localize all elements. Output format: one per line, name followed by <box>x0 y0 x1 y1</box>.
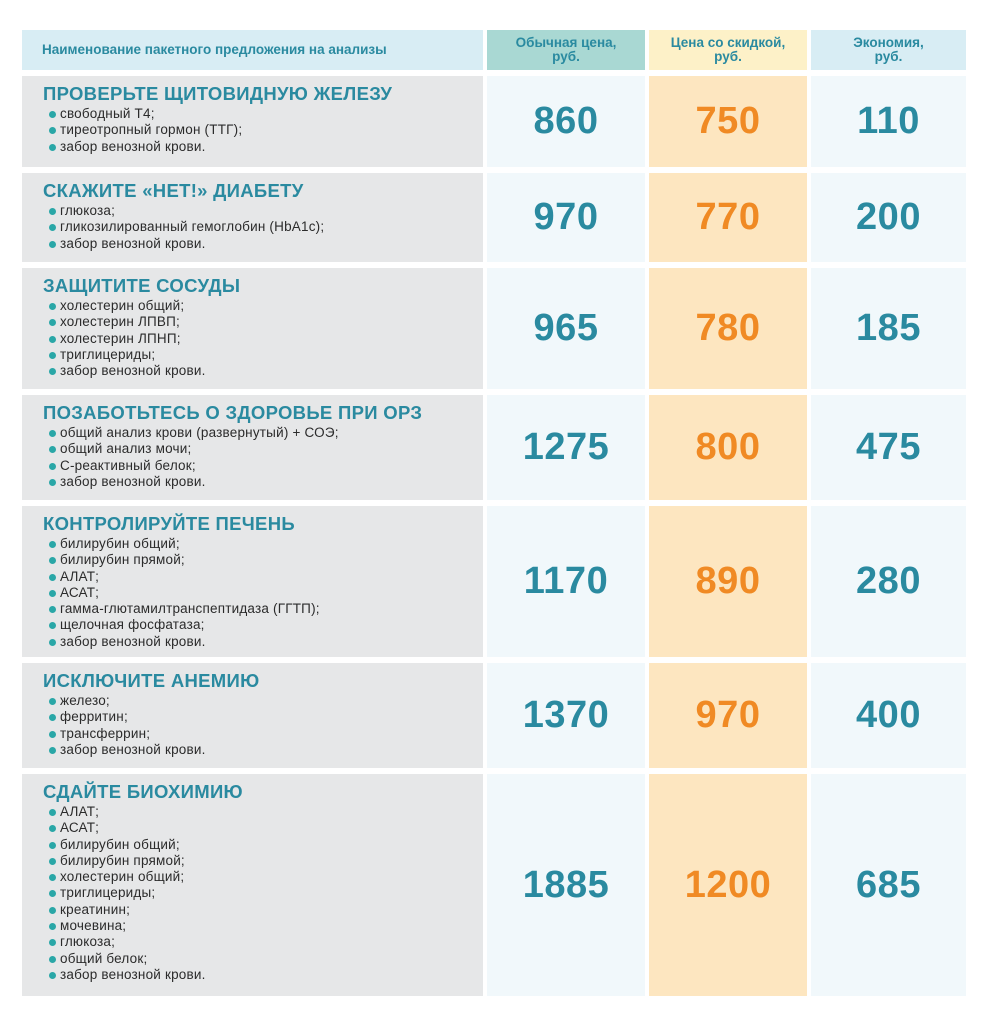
package-title: СКАЖИТЕ «НЕТ!» ДИАБЕТУ <box>43 180 304 201</box>
savings: 280 <box>811 506 966 657</box>
list-item: глюкоза; <box>43 934 483 950</box>
list-item: холестерин общий; <box>43 298 483 314</box>
header-discount-label: Цена со скидкой, руб. <box>670 35 786 64</box>
package-name-cell: КОНТРОЛИРУЙТЕ ПЕЧЕНЬ билирубин общий; би… <box>22 506 483 657</box>
regular-price: 965 <box>487 268 645 389</box>
header-savings: Экономия, руб. <box>811 30 966 70</box>
list-item: свободный Т4; <box>43 106 483 122</box>
package-row-thyroid: ПРОВЕРЬТЕ ЩИТОВИДНУЮ ЖЕЛЕЗУ свободный Т4… <box>22 76 966 167</box>
regular-price: 1275 <box>487 395 645 500</box>
list-item: щелочная фосфатаза; <box>43 617 483 633</box>
package-name-cell: ЗАЩИТИТЕ СОСУДЫ холестерин общий; холест… <box>22 268 483 389</box>
package-name-cell: СКАЖИТЕ «НЕТ!» ДИАБЕТУ глюкоза; гликозил… <box>22 173 483 262</box>
list-item: забор венозной крови. <box>43 139 483 155</box>
list-item: АСАТ; <box>43 820 483 836</box>
header-name-label: Наименование пакетного предложения на ан… <box>42 42 387 57</box>
package-items: железо; ферритин; трансферрин; забор вен… <box>43 693 483 758</box>
list-item: общий анализ мочи; <box>43 441 483 457</box>
package-row-anemia: ИСКЛЮЧИТЕ АНЕМИЮ железо; ферритин; транс… <box>22 663 966 768</box>
discount-price: 800 <box>649 395 807 500</box>
savings: 400 <box>811 663 966 768</box>
header-price: Обычная цена, руб. <box>487 30 645 70</box>
list-item: тиреотропный гормон (ТТГ); <box>43 122 483 138</box>
package-items: общий анализ крови (развернутый) + СОЭ; … <box>43 425 483 490</box>
list-item: холестерин общий; <box>43 869 483 885</box>
savings: 110 <box>811 76 966 167</box>
list-item: мочевина; <box>43 918 483 934</box>
package-name-cell: ИСКЛЮЧИТЕ АНЕМИЮ железо; ферритин; транс… <box>22 663 483 768</box>
list-item: триглицериды; <box>43 885 483 901</box>
header-price-label: Обычная цена, руб. <box>515 35 617 64</box>
header-discount: Цена со скидкой, руб. <box>649 30 807 70</box>
savings: 685 <box>811 774 966 996</box>
package-name-cell: ПРОВЕРЬТЕ ЩИТОВИДНУЮ ЖЕЛЕЗУ свободный Т4… <box>22 76 483 167</box>
list-item: креатинин; <box>43 902 483 918</box>
package-items: холестерин общий; холестерин ЛПВП; холес… <box>43 298 483 379</box>
regular-price: 860 <box>487 76 645 167</box>
package-items: АЛАТ; АСАТ; билирубин общий; билирубин п… <box>43 804 483 983</box>
package-title: ЗАЩИТИТЕ СОСУДЫ <box>43 275 241 296</box>
price-table: Наименование пакетного предложения на ан… <box>22 30 966 996</box>
package-title: СДАЙТЕ БИОХИМИЮ <box>43 781 243 802</box>
list-item: ферритин; <box>43 709 483 725</box>
list-item: билирубин общий; <box>43 536 483 552</box>
list-item: забор венозной крови. <box>43 236 483 252</box>
package-title: КОНТРОЛИРУЙТЕ ПЕЧЕНЬ <box>43 513 295 534</box>
savings: 185 <box>811 268 966 389</box>
package-row-vessels: ЗАЩИТИТЕ СОСУДЫ холестерин общий; холест… <box>22 268 966 389</box>
list-item: забор венозной крови. <box>43 474 483 490</box>
list-item: забор венозной крови. <box>43 967 483 983</box>
package-row-ari: ПОЗАБОТЬТЕСЬ О ЗДОРОВЬЕ ПРИ ОРЗ общий ан… <box>22 395 966 500</box>
package-row-diabetes: СКАЖИТЕ «НЕТ!» ДИАБЕТУ глюкоза; гликозил… <box>22 173 966 262</box>
package-items: свободный Т4; тиреотропный гормон (ТТГ);… <box>43 106 483 155</box>
list-item: железо; <box>43 693 483 709</box>
package-items: глюкоза; гликозилированный гемоглобин (H… <box>43 203 483 252</box>
package-name-cell: СДАЙТЕ БИОХИМИЮ АЛАТ; АСАТ; билирубин об… <box>22 774 483 996</box>
discount-price: 1200 <box>649 774 807 996</box>
discount-price: 970 <box>649 663 807 768</box>
header-savings-label: Экономия, руб. <box>853 35 924 64</box>
list-item: глюкоза; <box>43 203 483 219</box>
list-item: АСАТ; <box>43 585 483 601</box>
package-name-cell: ПОЗАБОТЬТЕСЬ О ЗДОРОВЬЕ ПРИ ОРЗ общий ан… <box>22 395 483 500</box>
list-item: общий анализ крови (развернутый) + СОЭ; <box>43 425 483 441</box>
savings: 200 <box>811 173 966 262</box>
package-title: ПОЗАБОТЬТЕСЬ О ЗДОРОВЬЕ ПРИ ОРЗ <box>43 402 423 423</box>
package-row-biochemistry: СДАЙТЕ БИОХИМИЮ АЛАТ; АСАТ; билирубин об… <box>22 774 966 996</box>
regular-price: 1885 <box>487 774 645 996</box>
list-item: трансферрин; <box>43 726 483 742</box>
list-item: АЛАТ; <box>43 804 483 820</box>
regular-price: 1370 <box>487 663 645 768</box>
list-item: холестерин ЛПНП; <box>43 331 483 347</box>
list-item: забор венозной крови. <box>43 742 483 758</box>
discount-price: 750 <box>649 76 807 167</box>
list-item: билирубин прямой; <box>43 552 483 568</box>
regular-price: 1170 <box>487 506 645 657</box>
header-name: Наименование пакетного предложения на ан… <box>22 30 483 70</box>
list-item: билирубин прямой; <box>43 853 483 869</box>
list-item: С-реактивный белок; <box>43 458 483 474</box>
discount-price: 770 <box>649 173 807 262</box>
package-title: ИСКЛЮЧИТЕ АНЕМИЮ <box>43 670 260 691</box>
list-item: забор венозной крови. <box>43 634 483 650</box>
package-items: билирубин общий; билирубин прямой; АЛАТ;… <box>43 536 483 650</box>
discount-price: 890 <box>649 506 807 657</box>
list-item: общий белок; <box>43 951 483 967</box>
list-item: холестерин ЛПВП; <box>43 314 483 330</box>
package-title: ПРОВЕРЬТЕ ЩИТОВИДНУЮ ЖЕЛЕЗУ <box>43 83 393 104</box>
list-item: забор венозной крови. <box>43 363 483 379</box>
list-item: гликозилированный гемоглобин (HbA1c); <box>43 219 483 235</box>
savings: 475 <box>811 395 966 500</box>
list-item: АЛАТ; <box>43 569 483 585</box>
list-item: триглицериды; <box>43 347 483 363</box>
discount-price: 780 <box>649 268 807 389</box>
regular-price: 970 <box>487 173 645 262</box>
table-header: Наименование пакетного предложения на ан… <box>22 30 966 70</box>
package-row-liver: КОНТРОЛИРУЙТЕ ПЕЧЕНЬ билирубин общий; би… <box>22 506 966 657</box>
list-item: гамма-глютамилтранспептидаза (ГГТП); <box>43 601 483 617</box>
list-item: билирубин общий; <box>43 837 483 853</box>
